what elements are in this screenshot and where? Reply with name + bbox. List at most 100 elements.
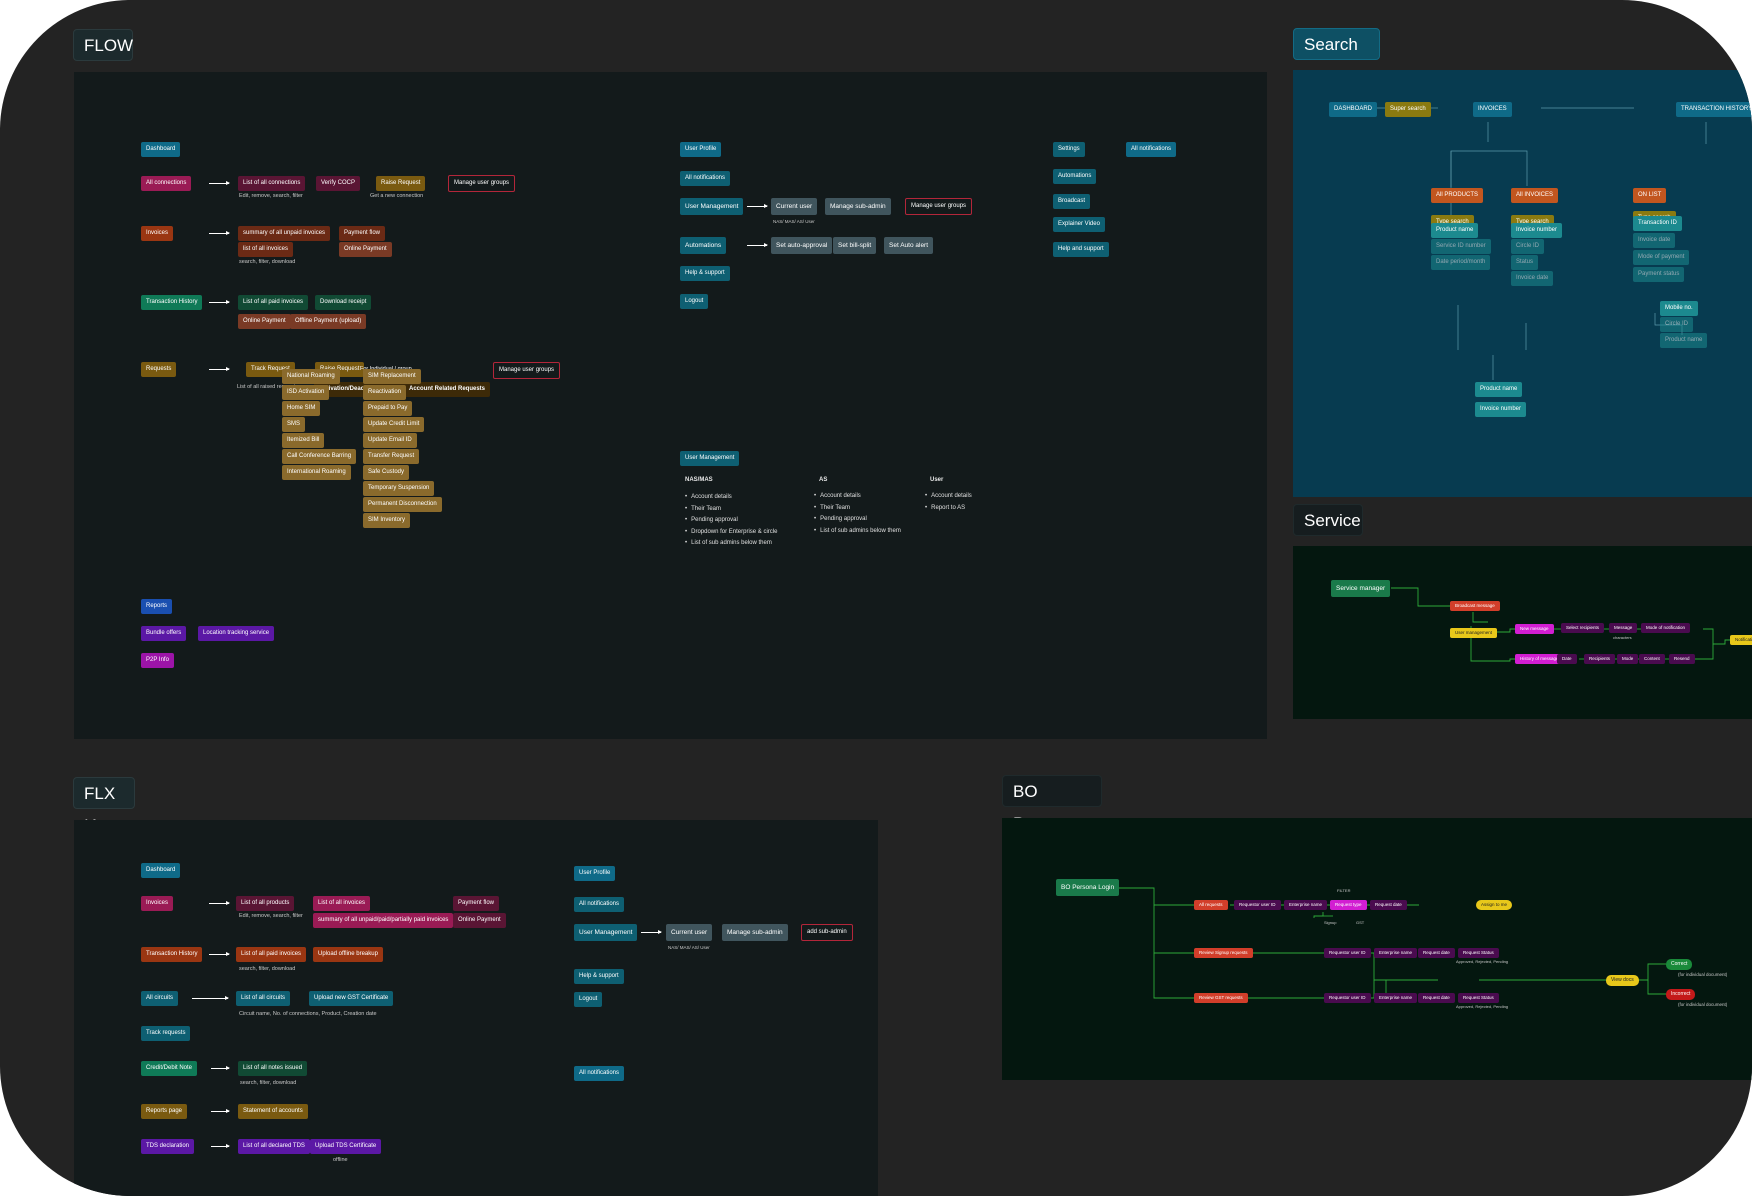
frame-label-bo-persona[interactable]: BO Persona — [1002, 775, 1102, 833]
node-list-all-invoices[interactable]: list of all invoices — [238, 242, 294, 257]
svc-date[interactable]: Date — [1557, 654, 1577, 664]
flx-summary-unpaid[interactable]: summary of all unpaid/paid/partially pai… — [313, 913, 454, 928]
flx-all-circuits[interactable]: All circuits — [141, 991, 179, 1006]
sia-col1-item-0[interactable]: Product name — [1431, 223, 1479, 238]
node-online-payment-2[interactable]: Online Payment — [238, 314, 291, 329]
sia-col3-item-0[interactable]: Transaction ID — [1633, 216, 1682, 231]
bo-correct[interactable]: Correct — [1666, 959, 1693, 970]
sia-col2-item-1[interactable]: Circle ID — [1511, 239, 1545, 254]
bo-request-date-2[interactable]: Request date — [1418, 948, 1455, 958]
node-payment-flow[interactable]: Payment flow — [339, 226, 386, 241]
node-logout[interactable]: Logout — [680, 294, 709, 309]
node-download-receipt[interactable]: Download receipt — [315, 295, 372, 310]
flx-list-invoices[interactable]: List of all invoices — [313, 896, 371, 911]
bo-enterprise-name-2[interactable]: Enterprise name — [1374, 948, 1418, 958]
svc-service-manager[interactable]: Service manager — [1331, 580, 1391, 597]
node-list-connections[interactable]: List of all connections — [238, 176, 306, 191]
svc-notification[interactable]: Notification — [1730, 635, 1752, 645]
node-invoices[interactable]: Invoices — [141, 226, 174, 241]
frame-label-service[interactable]: Service — [1293, 504, 1363, 536]
bo-login[interactable]: BO Persona Login — [1056, 879, 1120, 896]
node-manage-sub-admin[interactable]: Manage sub-admin — [825, 198, 891, 215]
frame-label-flow[interactable]: FLOW — [73, 29, 133, 61]
node-list-paid[interactable]: List of all paid invoices — [238, 295, 309, 310]
account-item-3[interactable]: Update Credit Limit — [363, 417, 425, 432]
account-item-1[interactable]: Reactivation — [363, 385, 407, 400]
node-manage-user-groups-3[interactable]: Manage user groups — [905, 198, 973, 215]
bo-assign-to-me[interactable]: Assign to me — [1476, 900, 1513, 910]
bo-request-date-3[interactable]: Request date — [1418, 993, 1455, 1003]
node-reports[interactable]: Reports — [141, 599, 173, 614]
sia-col2-item-0[interactable]: Invoice number — [1511, 223, 1563, 238]
account-item-4[interactable]: Update Email ID — [363, 433, 417, 448]
svc-history-of-message[interactable]: History of message — [1515, 654, 1564, 664]
node-transaction-history[interactable]: Transaction History — [141, 295, 203, 310]
sia-invoice-number[interactable]: Invoice number — [1475, 402, 1527, 417]
node-p2p-info[interactable]: P2P Info — [141, 653, 174, 668]
account-item-8[interactable]: Permanent Disconnection — [363, 497, 442, 512]
flx-manage-sub-admin[interactable]: Manage sub-admin — [722, 924, 788, 941]
sia-col3b-item-2[interactable]: Product name — [1660, 333, 1708, 348]
node-settings[interactable]: Settings — [1053, 142, 1085, 157]
bo-request-status-2[interactable]: Request Status — [1458, 993, 1499, 1003]
node-help-support[interactable]: Help & support — [680, 266, 730, 281]
bo-all-requests[interactable]: All requests — [1194, 900, 1228, 910]
node-manage-user-groups[interactable]: Manage user groups — [448, 175, 516, 192]
svc-new-message[interactable]: New message — [1515, 624, 1554, 634]
flx-dashboard[interactable]: Dashboard — [141, 863, 181, 878]
sia-col3b-item-0[interactable]: Mobile no. — [1660, 301, 1698, 316]
svc-resend[interactable]: Resend — [1669, 654, 1695, 664]
flx-reports-page[interactable]: Reports page — [141, 1104, 188, 1119]
frame-label-search-ia[interactable]: Search IA — [1293, 28, 1380, 86]
node-offline-payment[interactable]: Offline Payment (upload) — [290, 314, 367, 329]
sia-on-list[interactable]: ON LIST — [1633, 188, 1667, 203]
sia-col3-item-3[interactable]: Payment status — [1633, 267, 1685, 282]
svc-recipients[interactable]: Recipients — [1584, 654, 1616, 664]
sia-col2-item-2[interactable]: Status — [1511, 255, 1539, 270]
node-requests[interactable]: Requests — [141, 362, 177, 377]
flx-statement[interactable]: Statement of accounts — [238, 1104, 308, 1119]
node-all-notifications[interactable]: All notifications — [680, 171, 731, 186]
svc-content[interactable]: Content — [1639, 654, 1665, 664]
flx-logout[interactable]: Logout — [574, 992, 603, 1007]
svc-mode-of-notification[interactable]: Mode of notification — [1641, 623, 1691, 633]
node-all-notifications-2[interactable]: All notifications — [1126, 142, 1177, 157]
bo-view-docs[interactable]: View docs — [1606, 975, 1639, 986]
bo-review-signup[interactable]: Review Signup requests — [1194, 948, 1253, 958]
svc-broadcast-message[interactable]: Broadcast message — [1450, 601, 1500, 611]
activation-item-0[interactable]: National Roaming — [282, 369, 340, 384]
svc-user-management[interactable]: User management — [1450, 628, 1498, 638]
node-set-bill-split[interactable]: Set bill-split — [833, 237, 877, 254]
node-set-auto-approval[interactable]: Set auto-approval — [771, 237, 833, 254]
bo-enterprise-name[interactable]: Enterprise name — [1284, 900, 1328, 910]
flx-tds-declaration[interactable]: TDS declaration — [141, 1139, 195, 1154]
account-item-6[interactable]: Safe Custody — [363, 465, 410, 480]
activation-item-4[interactable]: Itemized Bill — [282, 433, 325, 448]
flx-upload-offline[interactable]: Upload offline breakup — [313, 947, 383, 962]
bo-requestor-user-id-3[interactable]: Requestor user ID — [1324, 993, 1371, 1003]
account-item-9[interactable]: SIM Inventory — [363, 513, 411, 528]
node-automations-2[interactable]: Automations — [1053, 169, 1097, 184]
flx-payment-flow[interactable]: Payment flow — [453, 896, 500, 911]
activation-item-6[interactable]: International Roaming — [282, 465, 351, 480]
node-raise-request[interactable]: Raise Request — [376, 176, 426, 191]
node-dashboard[interactable]: Dashboard — [141, 142, 181, 157]
bo-request-date[interactable]: Request date — [1370, 900, 1407, 910]
flx-track-requests[interactable]: Track requests — [141, 1026, 191, 1041]
bo-requestor-user-id[interactable]: Requestor user ID — [1234, 900, 1281, 910]
node-user-management[interactable]: User Management — [680, 198, 744, 215]
flx-online-payment[interactable]: Online Payment — [453, 913, 506, 928]
flx-list-circuits[interactable]: List of all circuits — [236, 991, 291, 1006]
activation-item-5[interactable]: Call Conference Barring — [282, 449, 357, 464]
flx-transaction-history[interactable]: Transaction History — [141, 947, 203, 962]
flx-all-notifications-2[interactable]: All notifications — [574, 1066, 625, 1081]
frame-label-flx-ia[interactable]: FLX IA — [73, 777, 135, 835]
node-user-management-2[interactable]: User Management — [680, 451, 740, 466]
sia-col3b-item-1[interactable]: Circle ID — [1660, 317, 1694, 332]
account-item-5[interactable]: Transfer Request — [363, 449, 420, 464]
node-bundle-offers[interactable]: Bundle offers — [141, 626, 187, 641]
svc-select-recipients[interactable]: Select recipients — [1561, 623, 1605, 633]
node-verify-cocp[interactable]: Verify COCP — [316, 176, 361, 191]
sia-all-invoices[interactable]: All INVOICES — [1511, 188, 1559, 203]
node-user-profile[interactable]: User Profile — [680, 142, 722, 157]
